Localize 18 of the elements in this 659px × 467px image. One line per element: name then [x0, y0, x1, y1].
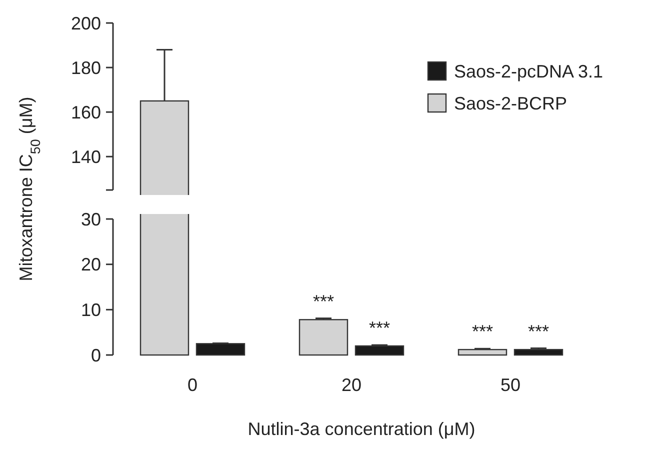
y-tick-label: 20	[80, 254, 101, 275]
y-tick-label: 200	[70, 13, 101, 34]
y-tick-label: 0	[90, 345, 101, 366]
x-tick-label: 0	[187, 375, 198, 395]
annotation: ***	[472, 322, 494, 342]
annotation: ***	[368, 318, 390, 338]
y-tick-label: 160	[70, 102, 101, 122]
annotation: ***	[312, 292, 334, 312]
y-tick-label: 10	[80, 300, 101, 320]
x-axis-title: Nutlin-3a concentration (μM)	[248, 419, 476, 439]
legend-label: Saos-2-BCRP	[454, 93, 568, 114]
legend-label: Saos-2-pcDNA 3.1	[454, 61, 604, 82]
y-tick-label: 30	[80, 209, 101, 230]
y-tick-label: 180	[70, 58, 101, 78]
x-tick-label: 50	[500, 375, 521, 395]
x-tick-label: 20	[341, 375, 362, 395]
y-tick-label: 140	[70, 146, 101, 167]
annotation: ***	[528, 322, 550, 342]
